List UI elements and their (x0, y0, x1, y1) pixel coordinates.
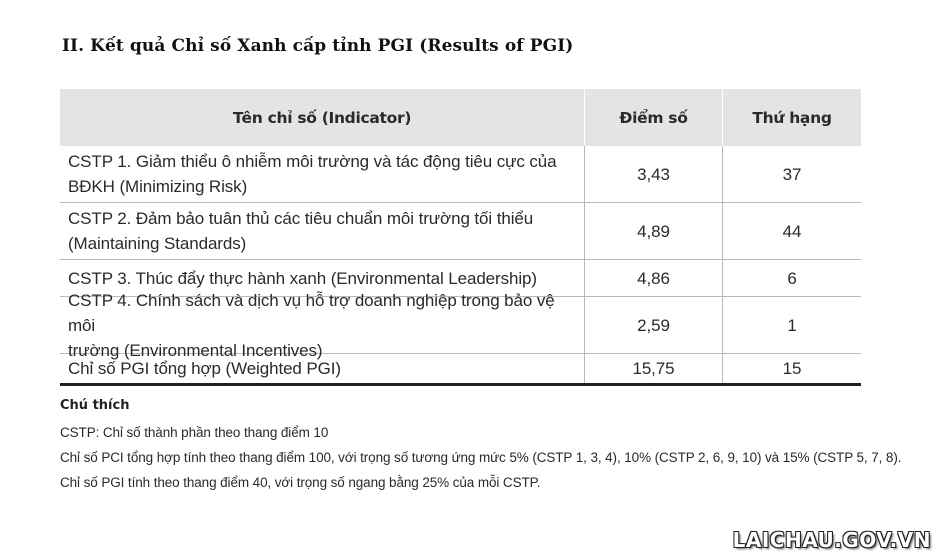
indicator-line: CSTP 3. Thúc đẩy thực hành xanh (Environ… (68, 268, 537, 288)
indicator-line: (Maintaining Standards) (68, 234, 247, 253)
indicator-cell: Chỉ số PGI tổng hợp (Weighted PGI) (60, 354, 585, 383)
indicator-line: Chỉ số PGI tổng hợp (Weighted PGI) (68, 359, 341, 378)
table-row: CSTP 3. Thúc đẩy thực hành xanh (Environ… (60, 260, 861, 297)
table-row: CSTP 4. Chính sách và dịch vụ hỗ trợ doa… (60, 291, 861, 360)
table-total-row: Chỉ số PGI tổng hợp (Weighted PGI) 15,75… (60, 354, 861, 386)
note-line: Chỉ số PCI tổng hợp tính theo thang điểm… (60, 450, 902, 465)
rank-cell: 15 (723, 354, 861, 383)
rank-cell: 37 (723, 146, 861, 202)
table-row: CSTP 1. Giảm thiểu ô nhiễm môi trường và… (60, 146, 861, 203)
page-title: II. Kết quả Chỉ số Xanh cấp tỉnh PGI (Re… (62, 36, 574, 56)
rank-cell: 1 (723, 297, 861, 353)
indicator-line: BĐKH (Minimizing Risk) (68, 177, 248, 196)
score-value: 4,86 (637, 268, 670, 288)
indicator-cell: CSTP 4. Chính sách và dịch vụ hỗ trợ doa… (60, 291, 585, 360)
rank-value: 15 (782, 359, 802, 378)
header-score-cell: Điểm số (585, 89, 723, 146)
score-value: 2,59 (637, 315, 670, 335)
score-value: 15,75 (632, 359, 675, 378)
note-line: CSTP: Chỉ số thành phần theo thang điểm … (60, 425, 329, 440)
indicator-line: trường (Environmental Incentives) (68, 340, 323, 360)
indicator-line: CSTP 2. Đảm bảo tuân thủ các tiêu chuẩn … (68, 209, 534, 228)
score-cell: 15,75 (585, 354, 723, 383)
watermark-logo: LAICHAU.GOV.VN (732, 528, 931, 552)
header-rank-cell: Thứ hạng (723, 89, 861, 146)
header-indicator: Tên chỉ số (Indicator) (232, 108, 412, 127)
notes-heading: Chú thích (60, 398, 130, 413)
header-score: Điểm số (619, 108, 688, 127)
note-line: Chỉ số PGI tính theo thang điểm 40, với … (60, 475, 541, 490)
indicator-cell: CSTP 3. Thúc đẩy thực hành xanh (Environ… (60, 260, 585, 296)
rank-cell: 44 (723, 203, 861, 259)
rank-cell: 6 (723, 260, 861, 296)
pgi-results-table: Tên chỉ số (Indicator) Điểm số Thứ hạng … (60, 89, 861, 386)
indicator-cell: CSTP 1. Giảm thiểu ô nhiễm môi trường và… (60, 146, 585, 202)
header-indicator-cell: Tên chỉ số (Indicator) (60, 89, 585, 146)
rank-value: 44 (782, 221, 802, 241)
table-header-row: Tên chỉ số (Indicator) Điểm số Thứ hạng (60, 89, 861, 146)
score-cell: 4,86 (585, 260, 723, 296)
table-row: CSTP 2. Đảm bảo tuân thủ các tiêu chuẩn … (60, 203, 861, 260)
indicator-line: CSTP 4. Chính sách và dịch vụ hỗ trợ doa… (68, 290, 555, 335)
indicator-cell: CSTP 2. Đảm bảo tuân thủ các tiêu chuẩn … (60, 203, 585, 259)
indicator-line: CSTP 1. Giảm thiểu ô nhiễm môi trường và… (68, 152, 557, 171)
score-cell: 4,89 (585, 203, 723, 259)
notes-section: Chú thích CSTP: Chỉ số thành phần theo t… (60, 398, 920, 500)
score-cell: 2,59 (585, 297, 723, 353)
header-rank: Thứ hạng (752, 108, 832, 127)
rank-value: 37 (782, 164, 802, 184)
score-cell: 3,43 (585, 146, 723, 202)
score-value: 4,89 (637, 221, 670, 241)
rank-value: 6 (787, 268, 797, 288)
score-value: 3,43 (637, 164, 670, 184)
rank-value: 1 (787, 315, 797, 335)
